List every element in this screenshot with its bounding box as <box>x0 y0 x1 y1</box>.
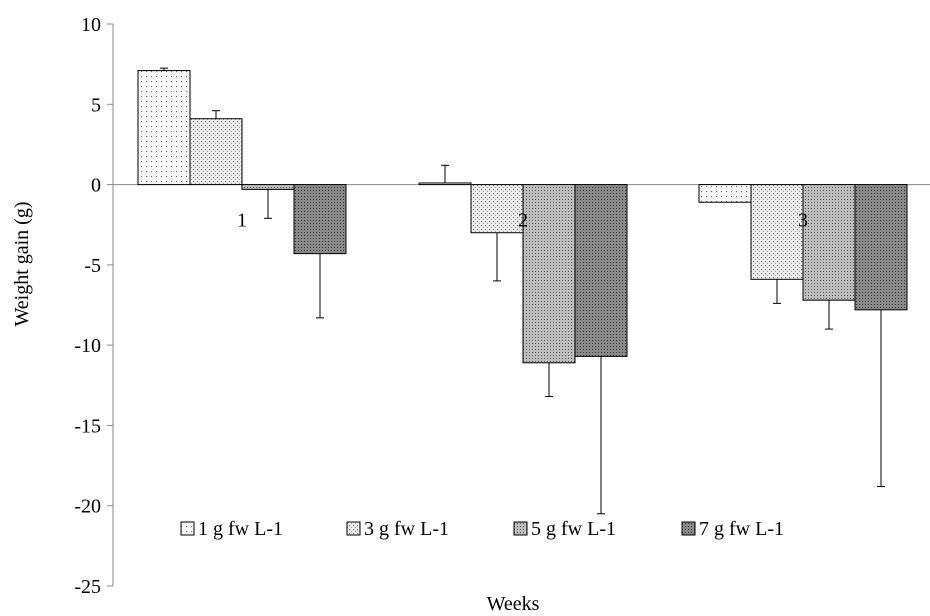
category-labels: 1 2 3 <box>237 210 808 232</box>
error-bar <box>441 164 449 183</box>
bar-series-2-week-1 <box>189 118 243 186</box>
error-bar <box>493 232 501 282</box>
bar-series-2-week-2 <box>470 184 524 234</box>
error-bar <box>264 189 272 219</box>
bar-series-1-week-2 <box>418 182 472 186</box>
error-bar <box>773 279 781 304</box>
y-tick-label: -10 <box>74 335 101 357</box>
bar-series-3-week-3 <box>802 184 856 301</box>
error-bar <box>825 300 833 330</box>
bar-series-4-week-2 <box>574 184 628 357</box>
bar-series-4-week-1 <box>293 184 347 255</box>
legend-item-1: 1 g fw L-1 <box>180 518 283 540</box>
legend-item-3: 5 g fw L-1 <box>513 518 616 540</box>
y-axis-title: Weight gain (g) <box>11 201 33 326</box>
error-bar <box>597 356 605 515</box>
legend-label: 3 g fw L-1 <box>364 518 449 540</box>
x-category-label: 1 <box>237 210 247 232</box>
error-bar <box>212 110 220 119</box>
y-tick-label: 5 <box>91 94 101 116</box>
legend-label: 7 g fw L-1 <box>699 518 784 540</box>
y-tick-label: 10 <box>81 14 101 36</box>
x-category-label: 2 <box>518 210 528 232</box>
x-category-label: 3 <box>798 210 808 232</box>
legend-swatch <box>513 521 528 536</box>
x-axis-title: Weeks <box>487 593 540 615</box>
bar-series-1-week-3 <box>698 184 752 203</box>
legend-swatch <box>346 521 361 536</box>
legend-swatch <box>180 521 195 536</box>
bar-series-2-week-3 <box>750 184 804 280</box>
bar-series-4-week-3 <box>854 184 908 311</box>
error-bar <box>545 362 553 398</box>
y-tick-label: -15 <box>74 415 101 437</box>
error-bar <box>160 67 168 71</box>
bar-series-3-week-1 <box>241 184 295 190</box>
legend-label: 1 g fw L-1 <box>198 518 283 540</box>
bar-series-3-week-2 <box>522 184 576 364</box>
legend: 1 g fw L-1 3 g fw L-1 5 g fw L-1 7 g fw L-1 <box>180 518 784 540</box>
y-tick-label: -5 <box>84 255 101 277</box>
error-bar <box>877 309 885 487</box>
axes: 10 5 0 -5 -10 -15 -20 -25 <box>74 14 930 598</box>
y-tick-label: -20 <box>74 496 101 518</box>
legend-item-2: 3 g fw L-1 <box>346 518 449 540</box>
y-tick-label: -25 <box>74 576 101 598</box>
error-bar <box>316 253 324 319</box>
legend-swatch <box>681 521 696 536</box>
legend-label: 5 g fw L-1 <box>531 518 616 540</box>
y-tick-label: 0 <box>91 175 101 197</box>
legend-item-4: 7 g fw L-1 <box>681 518 784 540</box>
bar-series-1-week-1 <box>137 70 191 186</box>
error-bars <box>160 67 885 515</box>
